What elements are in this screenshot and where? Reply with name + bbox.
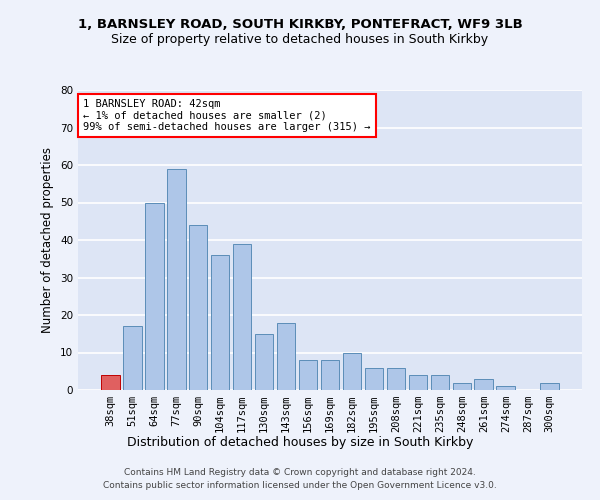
Bar bbox=[167, 169, 185, 390]
Bar bbox=[452, 382, 471, 390]
Text: Contains public sector information licensed under the Open Government Licence v3: Contains public sector information licen… bbox=[103, 480, 497, 490]
Bar bbox=[299, 360, 317, 390]
Bar bbox=[409, 375, 427, 390]
Text: Contains HM Land Registry data © Crown copyright and database right 2024.: Contains HM Land Registry data © Crown c… bbox=[124, 468, 476, 477]
Text: 1 BARNSLEY ROAD: 42sqm
← 1% of detached houses are smaller (2)
99% of semi-detac: 1 BARNSLEY ROAD: 42sqm ← 1% of detached … bbox=[83, 99, 371, 132]
Bar bbox=[123, 326, 142, 390]
Text: Distribution of detached houses by size in South Kirkby: Distribution of detached houses by size … bbox=[127, 436, 473, 449]
Bar bbox=[475, 379, 493, 390]
Bar bbox=[277, 322, 295, 390]
Bar bbox=[101, 375, 119, 390]
Bar bbox=[320, 360, 340, 390]
Bar bbox=[431, 375, 449, 390]
Bar bbox=[233, 244, 251, 390]
Text: Size of property relative to detached houses in South Kirkby: Size of property relative to detached ho… bbox=[112, 32, 488, 46]
Bar bbox=[496, 386, 515, 390]
Text: 1, BARNSLEY ROAD, SOUTH KIRKBY, PONTEFRACT, WF9 3LB: 1, BARNSLEY ROAD, SOUTH KIRKBY, PONTEFRA… bbox=[77, 18, 523, 30]
Bar bbox=[343, 352, 361, 390]
Y-axis label: Number of detached properties: Number of detached properties bbox=[41, 147, 55, 333]
Bar bbox=[386, 368, 405, 390]
Bar bbox=[211, 255, 229, 390]
Bar bbox=[145, 202, 164, 390]
Bar bbox=[541, 382, 559, 390]
Bar bbox=[365, 368, 383, 390]
Bar bbox=[189, 225, 208, 390]
Bar bbox=[255, 334, 274, 390]
